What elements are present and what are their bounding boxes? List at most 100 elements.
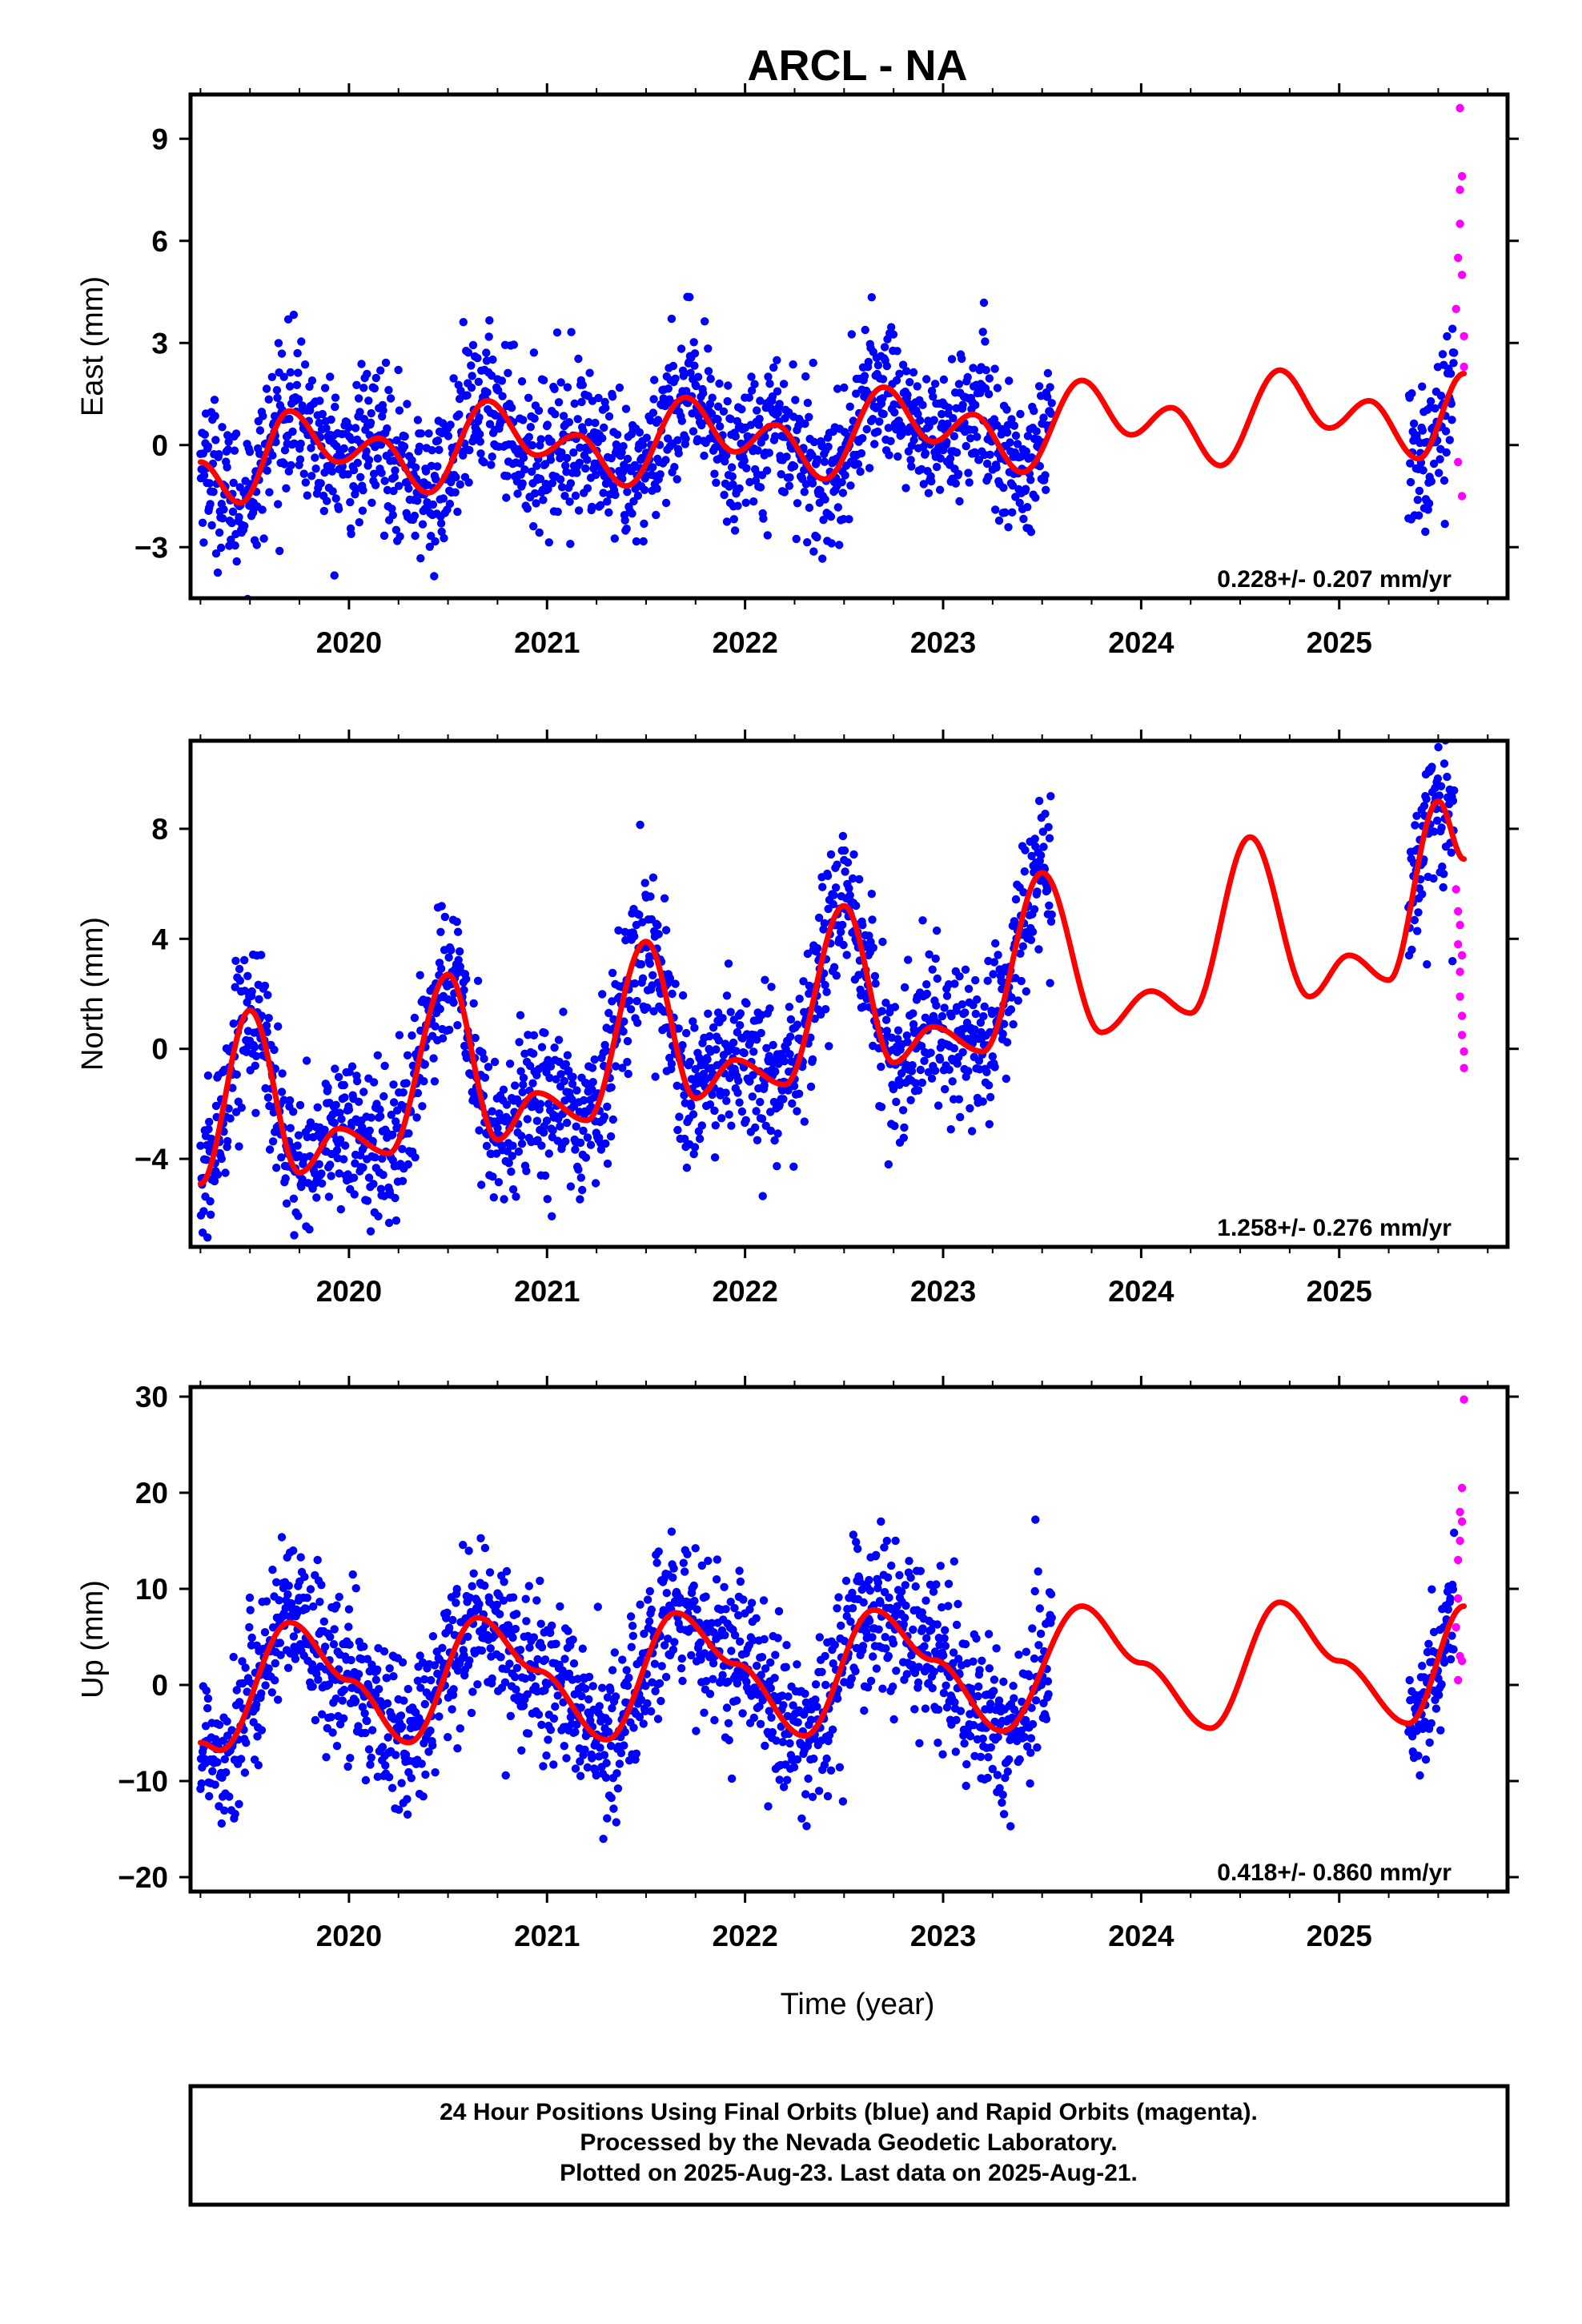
rapid-point (1456, 967, 1464, 976)
data-point (838, 1797, 848, 1806)
data-point (344, 1605, 354, 1614)
data-point (1409, 419, 1419, 428)
data-point (913, 1086, 923, 1095)
data-point (593, 1602, 602, 1611)
data-point (669, 1564, 678, 1573)
data-point (900, 1614, 909, 1622)
data-point (511, 1081, 520, 1090)
data-point (682, 1028, 691, 1038)
data-point (961, 1008, 970, 1017)
data-point (881, 1015, 891, 1024)
data-point (464, 1546, 473, 1555)
data-point (209, 488, 218, 497)
data-point (523, 1690, 532, 1699)
data-point (516, 1067, 525, 1076)
data-point (363, 1655, 372, 1663)
data-point (958, 1000, 967, 1009)
data-point (320, 468, 329, 477)
data-point (468, 340, 478, 350)
data-point (281, 1603, 290, 1613)
data-point (713, 415, 722, 424)
data-point (407, 1774, 416, 1783)
data-point (502, 1566, 512, 1576)
data-point (1418, 382, 1427, 391)
data-point (227, 535, 235, 545)
data-point (566, 1182, 576, 1191)
data-point (391, 466, 400, 475)
data-point (1034, 796, 1044, 806)
data-point (761, 1664, 770, 1673)
data-point (399, 1088, 408, 1097)
data-point (398, 1658, 408, 1667)
data-point (554, 398, 564, 407)
data-point (624, 1673, 633, 1683)
data-point (369, 469, 379, 478)
data-point (445, 500, 455, 509)
data-point (564, 1626, 572, 1635)
data-point (725, 1735, 733, 1745)
data-point (892, 1097, 901, 1107)
data-point (451, 488, 460, 497)
data-point (814, 1787, 824, 1795)
data-point (938, 1011, 947, 1021)
data-point (303, 1594, 311, 1602)
data-point (817, 1667, 826, 1676)
data-point (339, 1155, 348, 1164)
data-point (952, 1715, 961, 1724)
data-point (692, 381, 701, 391)
data-point (708, 393, 717, 402)
data-point (801, 1790, 810, 1799)
data-point (707, 1618, 717, 1628)
data-point (697, 1561, 706, 1570)
data-point (437, 902, 446, 911)
data-point (1435, 455, 1444, 464)
data-point (560, 1742, 568, 1751)
data-point (789, 1162, 798, 1172)
data-point (303, 491, 311, 500)
data-point (1002, 428, 1012, 437)
data-point (895, 1570, 904, 1580)
data-point (583, 456, 592, 464)
data-point (376, 1184, 386, 1193)
data-point (639, 1719, 648, 1728)
data-point (314, 1675, 323, 1684)
data-point (1015, 498, 1024, 508)
data-point (565, 497, 574, 506)
data-point (286, 368, 295, 377)
data-point (494, 1178, 504, 1187)
data-point (854, 971, 863, 979)
data-point (508, 1185, 518, 1194)
data-point (529, 1049, 538, 1058)
data-point (603, 497, 612, 506)
data-point (621, 404, 631, 413)
data-point (967, 1684, 976, 1693)
data-point (503, 472, 512, 480)
data-point (218, 514, 227, 523)
data-point (553, 507, 562, 517)
data-point (349, 465, 359, 475)
data-point (323, 1083, 332, 1092)
data-point (726, 415, 735, 424)
data-point (445, 1025, 454, 1035)
data-point (1427, 476, 1436, 486)
data-point (1026, 476, 1035, 485)
data-point (920, 1056, 929, 1066)
data-point (1442, 448, 1451, 457)
data-point (1030, 905, 1039, 914)
data-point (941, 1626, 950, 1634)
data-point (199, 538, 208, 547)
data-point (670, 463, 679, 472)
data-point (524, 1729, 533, 1738)
data-point (376, 366, 385, 375)
data-point (952, 448, 962, 457)
data-point (317, 1710, 327, 1719)
data-point (359, 486, 367, 495)
data-point (499, 1596, 508, 1605)
data-point (240, 955, 249, 965)
data-point (615, 383, 624, 392)
rapid-point (1454, 253, 1463, 263)
data-point (607, 1793, 616, 1803)
data-point (769, 363, 778, 372)
data-point (735, 1098, 744, 1107)
